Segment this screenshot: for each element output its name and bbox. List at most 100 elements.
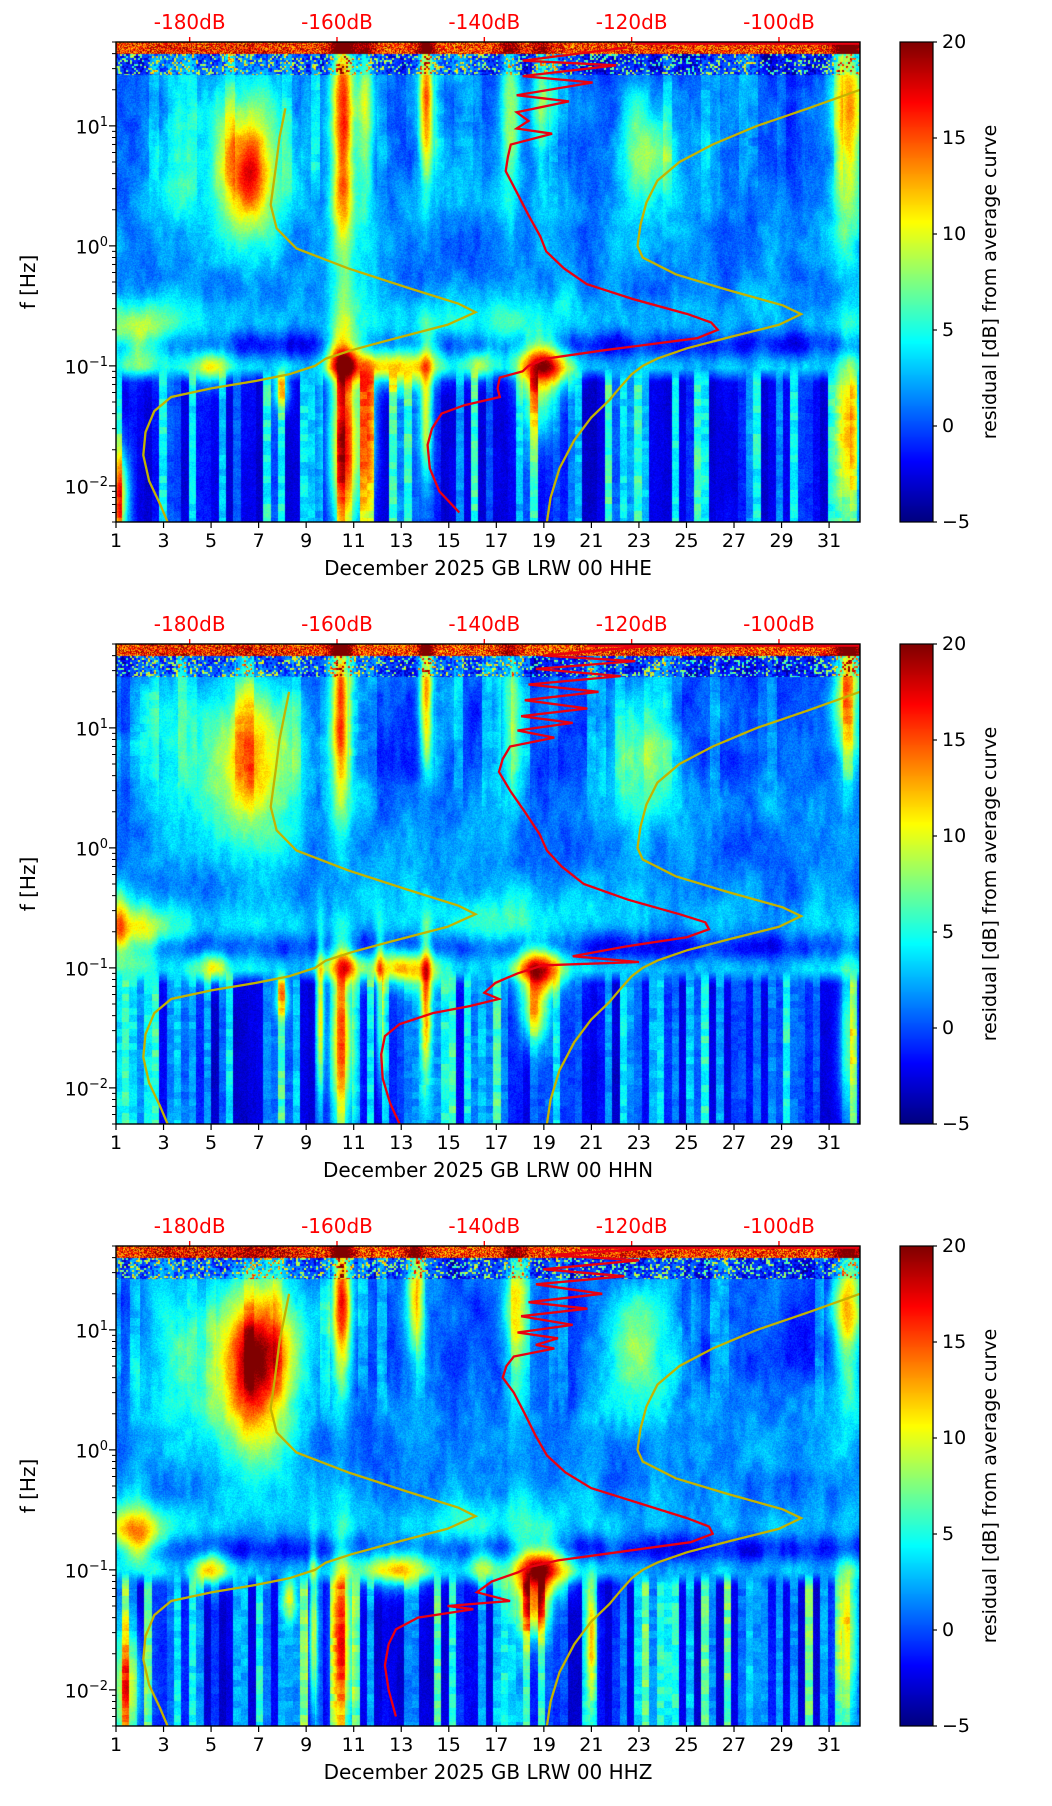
colorbar-label: residual [dB] from average curve [979, 124, 1001, 440]
top-db-tick-label: -100dB [743, 10, 815, 34]
x-tick-label: 15 [436, 1132, 461, 1154]
x-tick-label: 3 [157, 530, 170, 552]
x-tick-label: 5 [205, 530, 218, 552]
y-tick-label: 10−1 [64, 354, 108, 379]
colorbar-tick-label: −5 [942, 1113, 971, 1135]
x-tick-label: 21 [579, 1734, 604, 1756]
x-tick-label: 25 [674, 1734, 699, 1756]
x-tick-label: 17 [484, 1132, 509, 1154]
top-db-tick-label: -180dB [153, 612, 226, 636]
colorbar-tick-label: 10 [942, 223, 967, 245]
y-tick-label: 10−1 [64, 1558, 108, 1583]
colorbar-gradient [900, 1246, 933, 1726]
colorbar-tick-label: 20 [942, 633, 967, 655]
x-tick-label: 9 [300, 1132, 313, 1154]
top-db-tick-label: -180dB [153, 10, 226, 34]
colorbar-tick-label: 5 [942, 319, 955, 341]
x-tick-label: 5 [205, 1734, 218, 1756]
x-tick-label: 1 [109, 530, 123, 552]
top-db-tick-label: -160dB [301, 10, 373, 34]
colorbar-tick-label: 15 [942, 1331, 967, 1353]
x-tick-label: 27 [721, 530, 747, 552]
spectrogram-panel-hhe: f [Hz] December 2025 GB LRW 00 HHE resid… [0, 0, 1052, 602]
y-tick-label: 10−2 [64, 1076, 108, 1101]
x-tick-label: 11 [341, 1734, 366, 1756]
spectrogram-panel-hhn: f [Hz] December 2025 GB LRW 00 HHN resid… [0, 602, 1052, 1204]
x-tick-label: 29 [769, 1132, 794, 1154]
top-db-tick-label: -160dB [301, 1214, 373, 1238]
x-tick-label: 27 [721, 1734, 747, 1756]
x-tick-label: 7 [252, 530, 265, 552]
top-db-tick-label: -120dB [595, 612, 668, 636]
y-axis-label: f [Hz] [16, 856, 40, 912]
x-tick-label: 31 [817, 530, 842, 552]
top-db-tick-label: -140dB [448, 1214, 521, 1238]
x-tick-label: 1 [109, 1132, 123, 1154]
y-tick-label: 10−2 [64, 474, 108, 499]
top-db-tick-label: -160dB [301, 612, 373, 636]
x-tick-label: 13 [389, 1132, 414, 1154]
x-tick-label: 31 [817, 1132, 842, 1154]
x-tick-label: 11 [341, 1132, 366, 1154]
top-db-tick-label: -100dB [743, 612, 815, 636]
x-tick-label: 19 [531, 1734, 556, 1756]
x-tick-label: 7 [252, 1132, 265, 1154]
colorbar-tick-label: −5 [942, 511, 971, 533]
x-tick-label: 23 [626, 1132, 652, 1154]
x-tick-label: 17 [484, 530, 509, 552]
y-tick-label: 101 [75, 1318, 108, 1343]
top-db-tick-label: -180dB [153, 1214, 226, 1238]
x-tick-label: 31 [817, 1734, 842, 1756]
x-tick-label: 17 [484, 1734, 509, 1756]
x-tick-label: 19 [531, 1132, 556, 1154]
colorbar-tick-label: 10 [942, 1427, 967, 1449]
x-tick-label: 27 [721, 1132, 747, 1154]
x-tick-label: 29 [769, 530, 794, 552]
colorbar-label: residual [dB] from average curve [979, 1328, 1001, 1644]
colorbar-tick-label: 5 [942, 1523, 955, 1545]
colorbar-tick-label: 15 [942, 127, 967, 149]
x-tick-label: 29 [769, 1734, 794, 1756]
x-tick-label: 19 [531, 530, 556, 552]
y-tick-label: 100 [75, 836, 108, 861]
top-db-tick-label: -120dB [595, 10, 668, 34]
x-tick-label: 7 [252, 1734, 265, 1756]
x-tick-label: 21 [579, 1132, 604, 1154]
x-tick-label: 23 [626, 1734, 652, 1756]
x-tick-label: 9 [300, 530, 313, 552]
x-tick-label: 15 [436, 1734, 461, 1756]
colorbar-gradient [900, 42, 933, 522]
y-axis-label: f [Hz] [16, 254, 40, 310]
colorbar-tick-label: 20 [942, 31, 967, 53]
colorbar-tick-label: 15 [942, 729, 967, 751]
x-tick-label: 15 [436, 530, 461, 552]
colorbar-tick-label: 20 [942, 1235, 967, 1257]
x-tick-label: 21 [579, 530, 604, 552]
x-tick-label: 11 [341, 530, 366, 552]
x-tick-label: 5 [205, 1132, 218, 1154]
x-tick-label: 25 [674, 1132, 699, 1154]
top-db-tick-label: -140dB [448, 10, 521, 34]
x-tick-label: 9 [300, 1734, 313, 1756]
x-tick-label: 3 [157, 1132, 170, 1154]
x-axis-title: December 2025 GB LRW 00 HHZ [323, 1760, 653, 1784]
y-tick-label: 101 [75, 114, 108, 139]
x-tick-label: 3 [157, 1734, 170, 1756]
spectrogram-panel-hhz: f [Hz] December 2025 GB LRW 00 HHZ resid… [0, 1204, 1052, 1806]
x-tick-label: 13 [389, 530, 414, 552]
colorbar-tick-label: 5 [942, 921, 955, 943]
y-axis-label: f [Hz] [16, 1458, 40, 1514]
x-tick-label: 13 [389, 1734, 414, 1756]
spectrogram-heatmap [116, 1246, 860, 1726]
top-db-tick-label: -120dB [595, 1214, 668, 1238]
spectrogram-heatmap [116, 42, 860, 522]
colorbar-tick-label: 0 [942, 1017, 955, 1039]
y-tick-label: 101 [75, 716, 108, 741]
x-tick-label: 1 [109, 1734, 123, 1756]
y-tick-label: 100 [75, 234, 108, 259]
top-db-tick-label: -100dB [743, 1214, 815, 1238]
colorbar-tick-label: 0 [942, 415, 955, 437]
x-axis-title: December 2025 GB LRW 00 HHE [324, 556, 652, 580]
x-tick-label: 23 [626, 530, 652, 552]
